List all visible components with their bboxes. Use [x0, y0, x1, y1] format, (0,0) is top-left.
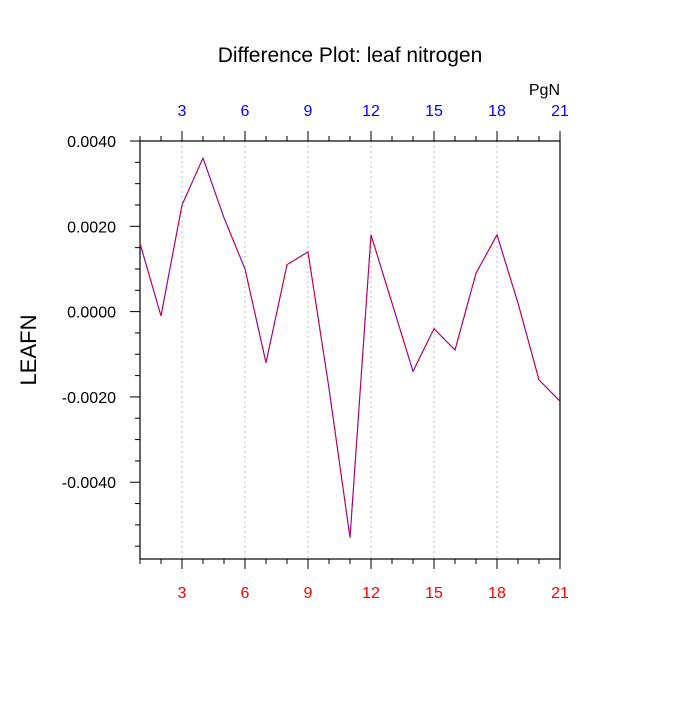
tick-marks — [130, 131, 561, 569]
series-lines — [139, 156, 561, 538]
y-tick-label: 0.0040 — [67, 134, 116, 151]
x-tick-label: 12 — [362, 585, 380, 602]
y-tick-label: 0.0020 — [67, 219, 116, 236]
gridlines — [181, 141, 498, 559]
x-top-tick-label: 18 — [488, 103, 506, 120]
x-tick-label: 18 — [488, 585, 506, 602]
units-label: PgN — [529, 82, 560, 99]
tick-labels: 3 3 6 6 9 9 12 12 15 15 18 18 21 21 0.0040 0.0020 0.0000… — [62, 103, 569, 602]
x-top-tick-label: 15 — [425, 103, 443, 120]
x-top-tick-label: 9 — [304, 103, 313, 120]
series-line-dash — [139, 156, 561, 538]
x-tick-label: 9 — [304, 585, 313, 602]
y-axis-label: LEAFN — [16, 315, 41, 386]
x-top-tick-label: 12 — [362, 103, 380, 120]
x-top-tick-label: 3 — [178, 103, 187, 120]
x-top-tick-label: 6 — [241, 103, 250, 120]
y-tick-label: -0.0040 — [62, 475, 116, 492]
y-tick-label: -0.0020 — [62, 390, 116, 407]
chart-title: Difference Plot: leaf nitrogen — [218, 44, 483, 67]
x-tick-label: 21 — [551, 585, 569, 602]
y-tick-label: 0.0000 — [67, 305, 116, 322]
x-tick-label: 3 — [178, 585, 187, 602]
x-tick-label: 6 — [241, 585, 250, 602]
x-tick-label: 15 — [425, 585, 443, 602]
x-top-tick-label: 21 — [551, 103, 569, 120]
